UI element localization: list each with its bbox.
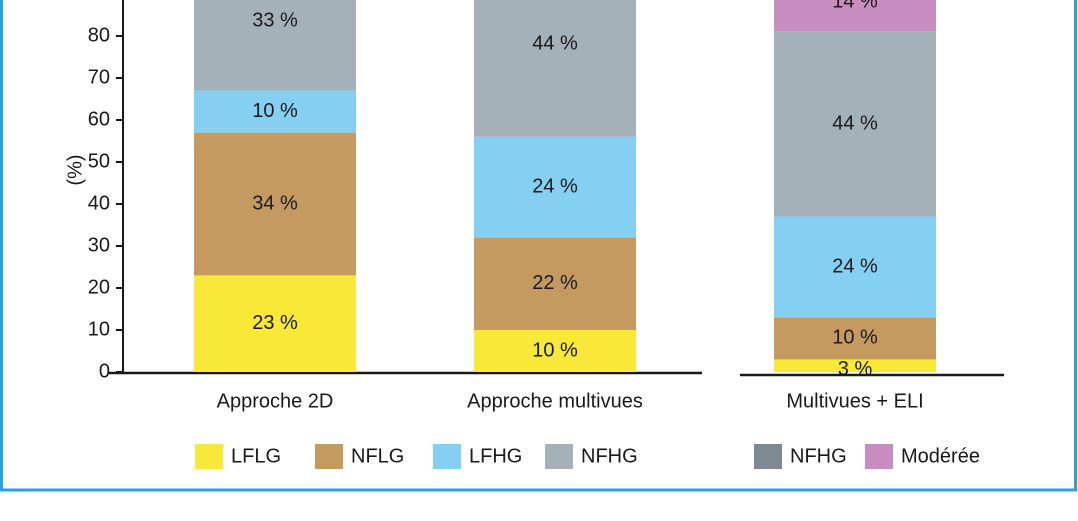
legend-label: NFHG (790, 445, 847, 467)
bar-segment (474, 0, 636, 137)
y-tick-label: 0 (99, 360, 110, 382)
x-tick-label: Approche 2D (217, 390, 334, 412)
y-tick-label: 70 (88, 66, 110, 88)
y-tick-label: 40 (88, 192, 110, 214)
legend-swatch (315, 444, 343, 469)
legend-swatch (195, 444, 223, 469)
value-label: 44 % (832, 112, 878, 134)
value-label: 34 % (252, 192, 298, 214)
legend-swatch (545, 444, 573, 469)
value-label: 33 % (252, 10, 298, 32)
value-label: 10 % (532, 339, 578, 361)
y-axis-label: (%) (64, 154, 86, 185)
bar-segment (194, 0, 356, 91)
frame (0, 0, 1077, 492)
legend-swatch (433, 444, 461, 469)
bar-segment (474, 136, 636, 238)
bar-segment (194, 132, 356, 276)
legend-label: Modérée (901, 445, 980, 467)
value-label: 24 % (532, 175, 578, 197)
value-label: 44 % (532, 33, 578, 55)
legend-label: LFLG (231, 445, 281, 467)
value-label: 10 % (832, 327, 878, 349)
bar-segment (474, 237, 636, 330)
y-tick-label: 20 (88, 276, 110, 298)
y-tick-label: 80 (88, 24, 110, 46)
y-tick-label: 90 (88, 0, 110, 4)
value-label: 24 % (832, 255, 878, 277)
bar-segment (774, 0, 936, 32)
x-tick-label: Approche multivues (467, 390, 643, 412)
value-label: 3 % (838, 358, 873, 380)
bar-segment (474, 330, 636, 372)
bar-segment (774, 31, 936, 217)
y-tick-label: 50 (88, 150, 110, 172)
y-tick-label: 60 (88, 108, 110, 130)
value-label: 14 % (832, 0, 878, 13)
legend-label: NFLG (351, 445, 404, 467)
x-tick-label: Multivues + ELI (786, 390, 923, 412)
bar-segment (194, 275, 356, 372)
bar-segment (774, 317, 936, 360)
legend-label: LFHG (469, 445, 522, 467)
legend-swatch (865, 444, 893, 469)
legend-swatch (754, 444, 782, 469)
bar-segment (774, 359, 936, 372)
y-tick-label: 10 (88, 318, 110, 340)
value-label: 23 % (252, 312, 298, 334)
bar-segment (774, 216, 936, 318)
bar-segment (194, 90, 356, 133)
value-label: 10 % (252, 100, 298, 122)
legend-label: NFHG (581, 445, 638, 467)
value-label: 22 % (532, 272, 578, 294)
y-tick-label: 30 (88, 234, 110, 256)
